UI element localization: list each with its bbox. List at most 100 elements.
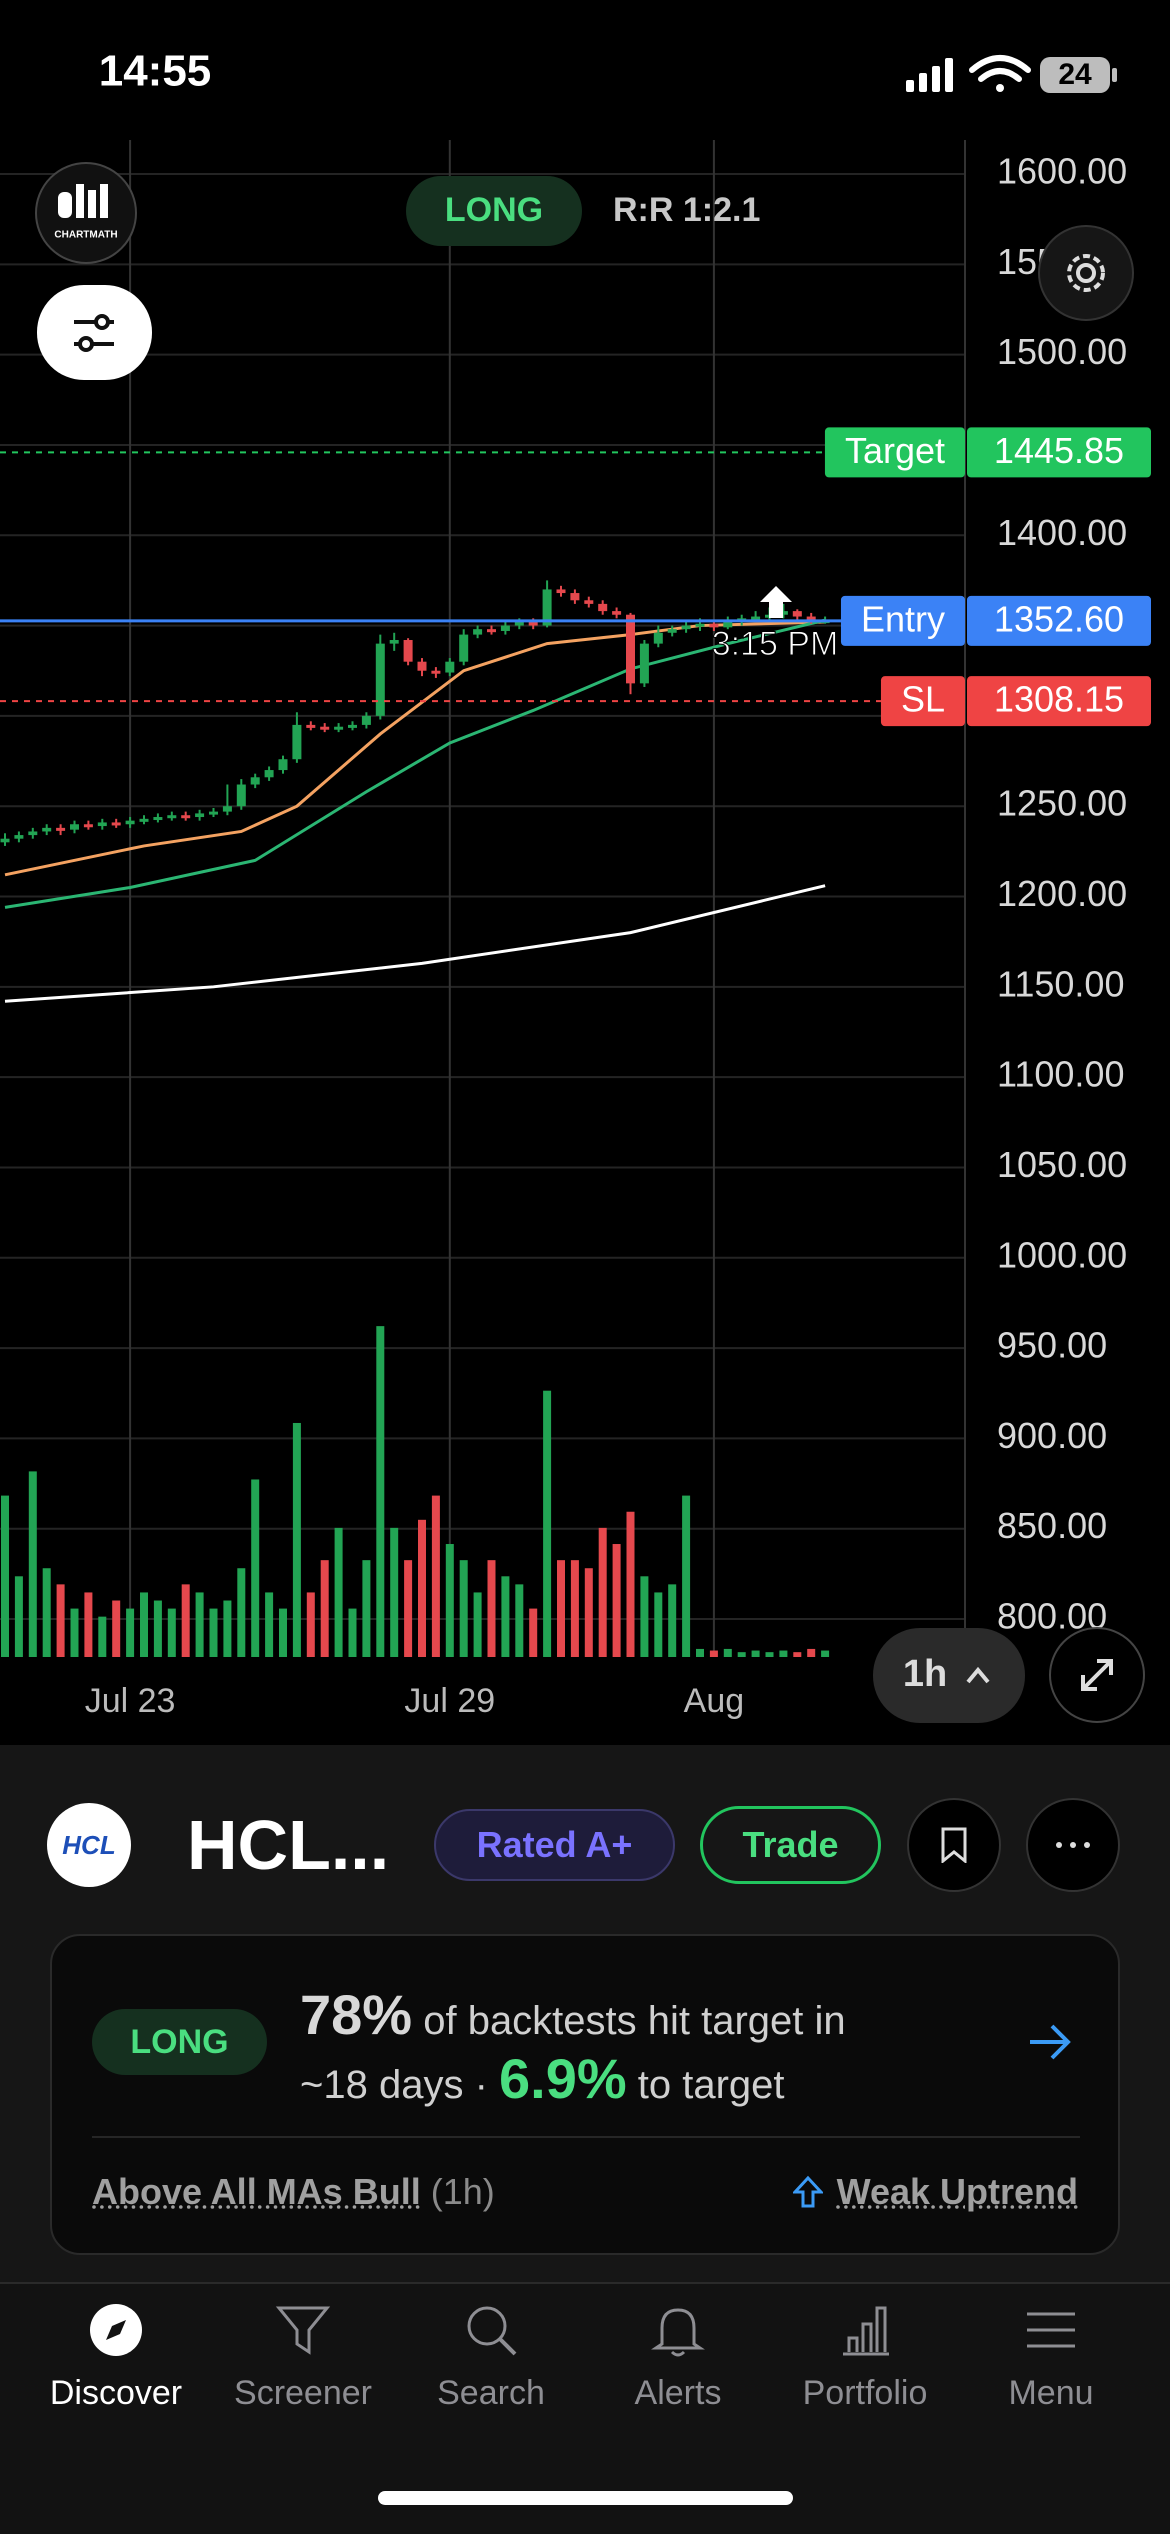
volume-bar xyxy=(153,1600,162,1657)
logo-circle[interactable] xyxy=(35,162,137,264)
y-tick-label: 850.00 xyxy=(997,1505,1107,1546)
x-tick-label: Jul 23 xyxy=(85,1682,176,1720)
volume-bar xyxy=(584,1568,593,1657)
y-tick-label: 1250.00 xyxy=(997,783,1127,824)
rating-badge[interactable]: Rated A+ xyxy=(434,1809,675,1881)
candle-body xyxy=(612,611,622,615)
tab-icon xyxy=(467,2306,517,2356)
status-time: 14:55 xyxy=(99,47,212,96)
volume-bar xyxy=(709,1650,718,1657)
tab-label: Screener xyxy=(234,2374,372,2412)
y-tick-label: 1050.00 xyxy=(997,1144,1127,1185)
volume-bar xyxy=(612,1544,621,1657)
volume-bar xyxy=(543,1390,552,1657)
more-icon xyxy=(1056,1842,1090,1848)
timeframe-chevron xyxy=(966,1666,990,1684)
battery-tip xyxy=(1112,68,1117,82)
y-tick-label: 1000.00 xyxy=(997,1234,1127,1275)
volume-bar xyxy=(42,1568,51,1657)
candle-body xyxy=(97,822,107,827)
battery-level: 24 xyxy=(1058,58,1092,91)
candle-body xyxy=(320,726,330,730)
tab[interactable]: Portfolio xyxy=(775,2300,955,2413)
settings-button[interactable] xyxy=(1038,225,1134,321)
candle-body xyxy=(56,827,66,831)
pattern[interactable]: Above All MAs Bull xyxy=(92,2171,421,2212)
candle-body xyxy=(403,640,413,662)
bookmark-button[interactable] xyxy=(907,1798,1001,1892)
candle-body xyxy=(681,625,691,630)
moving-average xyxy=(4,884,826,1003)
level-value-box xyxy=(967,676,1151,727)
candle-body xyxy=(167,815,177,819)
tab-icon xyxy=(651,2308,705,2357)
level-name: Target xyxy=(845,430,945,471)
volume-bar xyxy=(487,1560,496,1657)
x-tick-label: Jul 29 xyxy=(404,1682,495,1720)
volume-bar xyxy=(431,1495,440,1657)
timeframe-button[interactable] xyxy=(873,1628,1025,1723)
volume-bar xyxy=(404,1560,413,1657)
card-arrow xyxy=(1030,2024,1071,2060)
volume-bar xyxy=(237,1568,246,1657)
bookmark-icon xyxy=(941,1827,967,1863)
battery xyxy=(1040,57,1110,93)
volume-bar xyxy=(640,1576,649,1657)
tab[interactable]: Alerts xyxy=(588,2300,768,2413)
level-value: 1308.15 xyxy=(994,679,1124,720)
candle-body xyxy=(42,827,52,832)
volume-bar xyxy=(84,1592,93,1657)
direction-text: LONG xyxy=(445,191,543,229)
volume-bar xyxy=(570,1560,579,1657)
level-tag xyxy=(880,676,965,727)
candle-body xyxy=(667,629,677,633)
signal-card[interactable] xyxy=(50,1934,1120,2255)
timeframe-text: 1h xyxy=(903,1653,947,1695)
candle-body xyxy=(0,838,10,843)
candle-body xyxy=(445,661,455,673)
chart-area: 14:55 24 1600.001550.001500.001450.00140… xyxy=(0,46,1151,1723)
volume-bar xyxy=(279,1608,287,1657)
time-label: 3:15 PM xyxy=(712,625,839,663)
tab-icon xyxy=(1027,2312,1075,2348)
volume-bar xyxy=(723,1648,732,1657)
direction-badge xyxy=(406,176,582,246)
signal-icon xyxy=(906,58,953,92)
tab[interactable]: Search xyxy=(401,2300,581,2413)
volume-bar xyxy=(320,1560,329,1657)
trend[interactable]: Weak Uptrend xyxy=(836,2171,1078,2212)
tab-label: Menu xyxy=(1008,2374,1094,2412)
tab-icon xyxy=(275,2306,331,2355)
wifi-icon xyxy=(969,55,1031,92)
level-value: 1445.85 xyxy=(994,430,1124,471)
moving-average xyxy=(4,620,826,877)
volume-bar xyxy=(807,1648,816,1657)
expand-icon xyxy=(1081,1659,1113,1691)
candle-body xyxy=(83,824,93,828)
volume-bar xyxy=(765,1652,774,1657)
volume-bar xyxy=(654,1592,663,1657)
volume-bar xyxy=(181,1584,190,1657)
candle-body xyxy=(125,820,135,825)
trade-button[interactable]: Trade xyxy=(700,1806,881,1884)
volume-bar xyxy=(292,1422,301,1657)
more-button[interactable] xyxy=(1026,1798,1120,1892)
candle-body xyxy=(14,835,24,839)
tab[interactable]: Screener xyxy=(213,2300,393,2413)
volume-bar xyxy=(140,1592,148,1657)
tab[interactable]: Discover xyxy=(26,2300,206,2413)
candle-body xyxy=(222,806,232,812)
volume-bar xyxy=(598,1527,607,1657)
pattern-timeframe: (1h) xyxy=(430,2171,495,2212)
volume-bar xyxy=(445,1544,454,1657)
volume-bar xyxy=(515,1584,524,1657)
candle-body xyxy=(209,811,218,815)
filter-button[interactable] xyxy=(37,285,152,380)
candle-body xyxy=(653,632,663,644)
pattern-row: Above All MAs Bull (1h) xyxy=(92,2170,495,2214)
tab[interactable]: Menu xyxy=(961,2300,1141,2413)
volume-bar xyxy=(362,1560,371,1657)
tab-icon xyxy=(843,2306,889,2356)
y-tick-label: 950.00 xyxy=(997,1325,1107,1366)
level-value: 1352.60 xyxy=(994,598,1124,639)
